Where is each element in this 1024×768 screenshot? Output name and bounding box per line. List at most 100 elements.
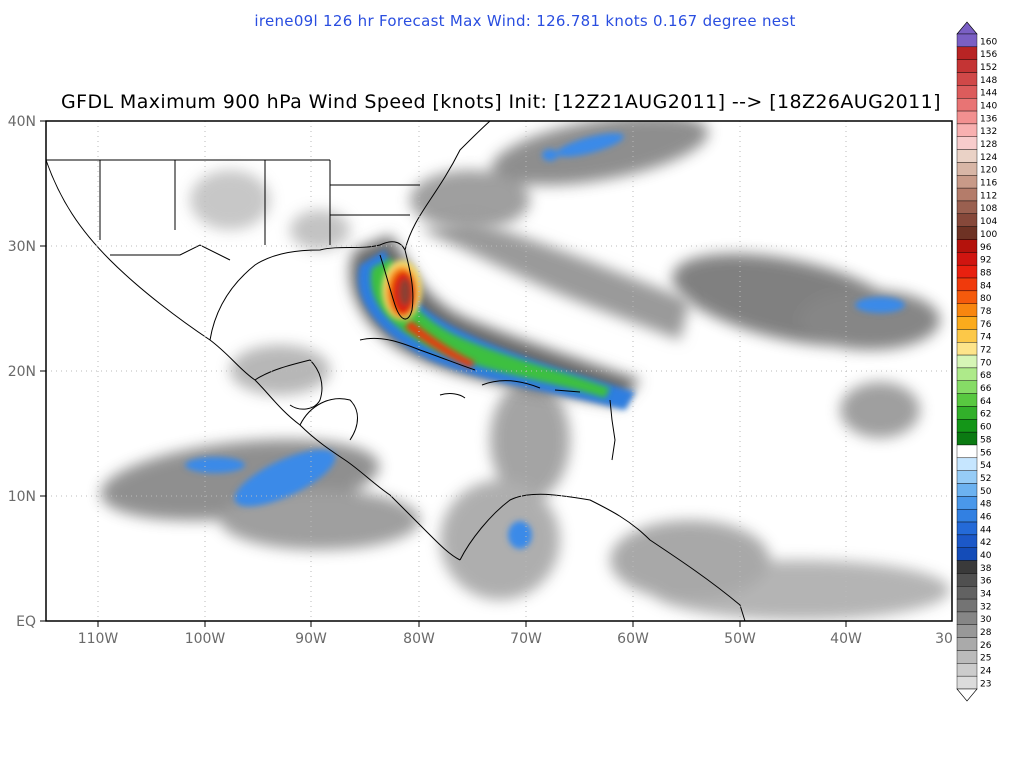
legend-label: 62 [980, 410, 991, 420]
x-tick-label: 50W [724, 631, 756, 647]
legend-swatch [956, 521, 978, 536]
legend-label: 144 [980, 89, 997, 99]
legend-swatch [956, 46, 978, 60]
legend-label: 160 [980, 37, 997, 47]
legend-swatch [956, 598, 978, 613]
legend-label: 156 [980, 50, 997, 60]
legend-label: 25 [980, 654, 991, 664]
legend-label: 148 [980, 76, 997, 86]
legend-swatch [956, 277, 978, 292]
legend-swatch [956, 367, 978, 381]
y-tick-label: 40N [8, 114, 36, 130]
legend-label: 30 [980, 615, 992, 625]
legend-swatch [956, 72, 978, 86]
legend-swatch [956, 226, 978, 240]
legend-label: 92 [980, 256, 991, 266]
legend-label: 40 [980, 551, 992, 561]
y-axis-labels: EQ 10N 20N 30N 40N [8, 114, 36, 630]
legend-label: 136 [980, 114, 997, 124]
colorbar-legend: 160 156 152 148 144 140 136 132 128 124 120 116 112 1… [956, 21, 997, 702]
legend-label: 50 [980, 487, 992, 497]
legend-label: 44 [980, 525, 992, 535]
legend-label: 152 [980, 63, 997, 73]
legend-swatch [956, 431, 978, 446]
legend-swatch [956, 136, 978, 150]
legend-swatch [956, 444, 978, 459]
legend-swatch [956, 98, 978, 112]
legend-swatch [956, 290, 978, 304]
legend-swatch [956, 470, 978, 484]
legend-label: 26 [980, 641, 992, 651]
legend-label: 104 [980, 217, 997, 227]
legend-swatch [956, 303, 978, 317]
legend-swatch [956, 483, 978, 497]
legend-label: 54 [980, 461, 992, 471]
legend-swatch [956, 611, 978, 625]
legend-label: 128 [980, 140, 997, 150]
legend-swatch [956, 252, 978, 266]
legend-label: 112 [980, 191, 997, 201]
legend-swatch [956, 33, 978, 48]
y-tick-label: 30N [8, 239, 36, 255]
legend-label: 36 [980, 577, 992, 587]
legend-swatch [956, 342, 978, 356]
legend-label: 56 [980, 448, 992, 458]
legend-swatch [956, 573, 978, 587]
legend-swatch [956, 663, 978, 677]
legend-swatch [956, 354, 978, 369]
legend-swatch [956, 508, 978, 523]
legend-label: 64 [980, 397, 992, 407]
legend-swatch [956, 175, 978, 189]
grid-lines [46, 121, 952, 621]
legend-label: 120 [980, 166, 997, 176]
legend-label: 58 [980, 435, 992, 445]
legend-label: 96 [980, 243, 992, 253]
legend-swatch [956, 85, 978, 99]
legend-swatch [956, 200, 978, 215]
x-tick-label: 60W [617, 631, 649, 647]
legend-label: 42 [980, 538, 991, 548]
wind-field [100, 121, 950, 620]
legend-label: 80 [980, 294, 992, 304]
y-tick-label: 10N [8, 489, 36, 505]
legend-label: 28 [980, 628, 992, 638]
legend-label: 124 [980, 153, 997, 163]
legend-label: 46 [980, 512, 992, 522]
legend-label: 60 [980, 423, 992, 433]
legend-swatch [956, 496, 978, 510]
legend-swatch [956, 162, 978, 176]
legend-min-arrow [956, 688, 978, 702]
x-tick-label: 100W [185, 631, 226, 647]
legend-label: 34 [980, 590, 992, 600]
x-tick-label: 110W [78, 631, 119, 647]
legend-swatch [956, 316, 978, 330]
legend-label: 84 [980, 281, 992, 291]
y-tick-label: EQ [16, 614, 36, 630]
legend-swatch [956, 110, 978, 125]
legend-swatch [956, 123, 978, 137]
legend-swatch [956, 329, 978, 343]
x-tick-label: 80W [403, 631, 435, 647]
legend-label: 24 [980, 667, 992, 677]
legend-label: 38 [980, 564, 992, 574]
legend-swatch [956, 586, 978, 600]
legend-swatch [956, 457, 978, 471]
x-tick-label: 40W [830, 631, 862, 647]
legend-max-arrow [956, 21, 978, 35]
legend-swatch [956, 419, 978, 433]
x-axis-labels: 110W 100W 90W 80W 70W 60W 50W 40W 30 [78, 631, 953, 647]
legend-label: 68 [980, 371, 992, 381]
legend-label: 52 [980, 474, 991, 484]
x-tick-label: 90W [295, 631, 327, 647]
legend-label: 66 [980, 384, 992, 394]
legend-label: 78 [980, 307, 992, 317]
legend-label: 48 [980, 500, 992, 510]
legend-swatch [956, 624, 978, 638]
legend-label: 74 [980, 333, 992, 343]
legend-swatch [956, 239, 978, 253]
legend-swatch [956, 149, 978, 163]
coastlines [46, 121, 746, 621]
legend-swatch [956, 264, 978, 279]
legend-label: 70 [980, 358, 992, 368]
